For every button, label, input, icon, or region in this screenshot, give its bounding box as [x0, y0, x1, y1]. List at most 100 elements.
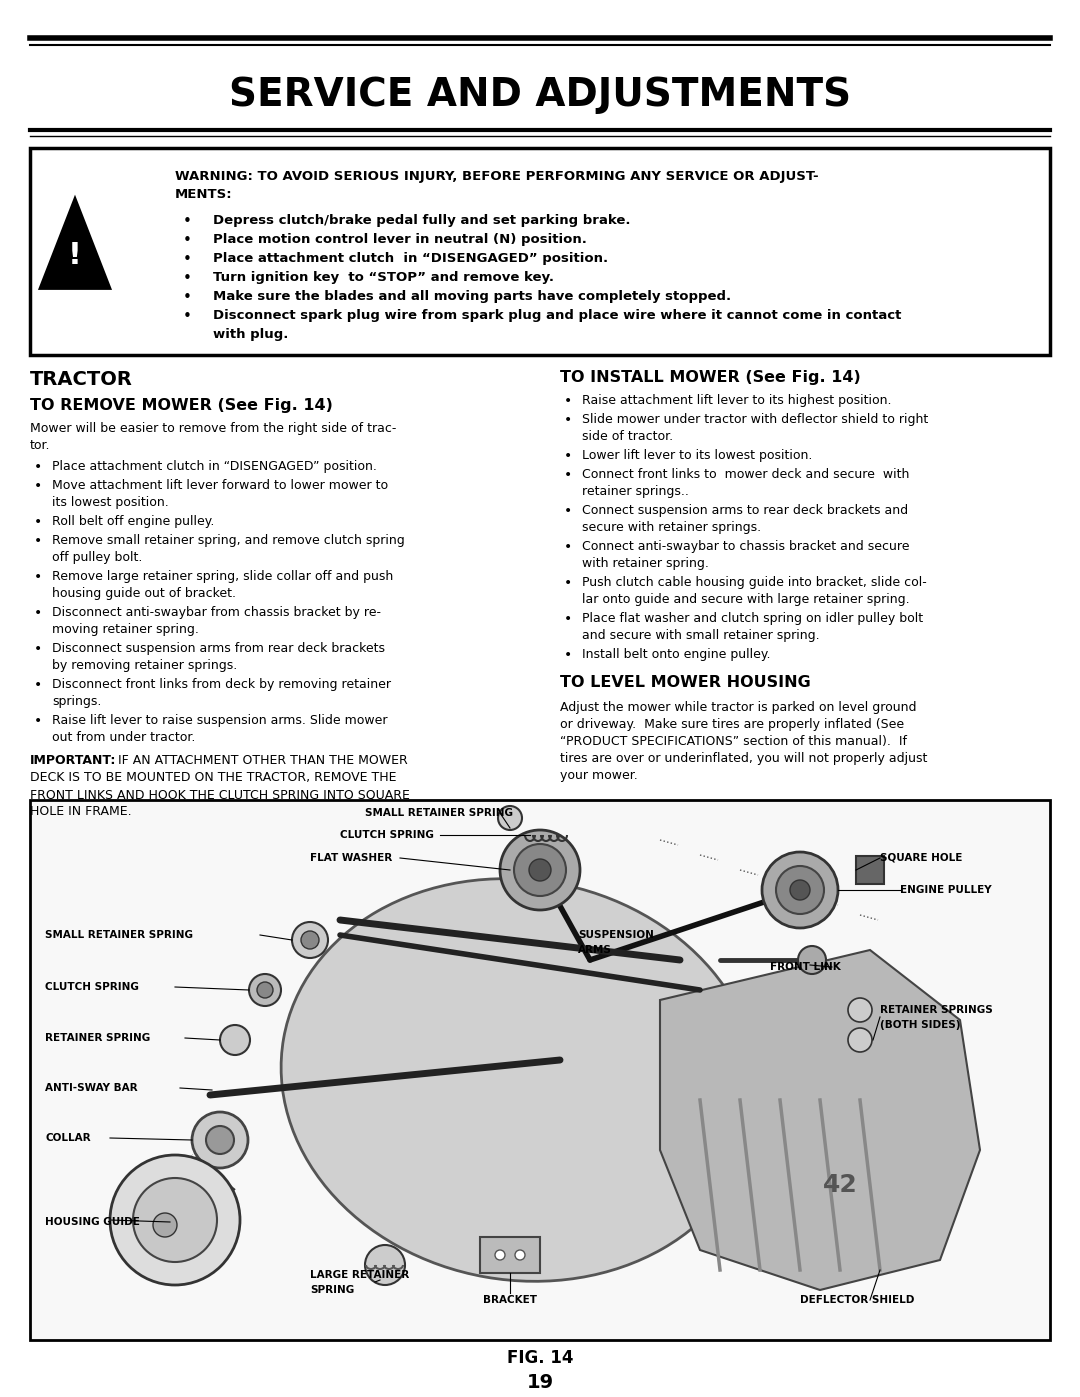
- FancyBboxPatch shape: [480, 1236, 540, 1273]
- Text: ARMS: ARMS: [578, 944, 612, 956]
- Circle shape: [529, 859, 551, 882]
- Text: springs.: springs.: [52, 694, 102, 708]
- Text: Mower will be easier to remove from the right side of trac-: Mower will be easier to remove from the …: [30, 422, 396, 434]
- Circle shape: [798, 946, 826, 974]
- Text: •: •: [183, 214, 192, 229]
- Text: HOUSING GUIDE: HOUSING GUIDE: [45, 1217, 140, 1227]
- Circle shape: [365, 1245, 405, 1285]
- Text: Connect anti-swaybar to chassis bracket and secure: Connect anti-swaybar to chassis bracket …: [582, 541, 909, 553]
- Circle shape: [220, 1025, 249, 1055]
- Text: Make sure the blades and all moving parts have completely stopped.: Make sure the blades and all moving part…: [213, 291, 731, 303]
- Text: •: •: [564, 448, 572, 462]
- Text: or driveway.  Make sure tires are properly inflated (See: or driveway. Make sure tires are properl…: [561, 718, 904, 731]
- Circle shape: [257, 982, 273, 997]
- Circle shape: [206, 1126, 234, 1154]
- Text: FRONT LINK: FRONT LINK: [770, 963, 840, 972]
- Text: •: •: [564, 414, 572, 427]
- Text: and secure with small retainer spring.: and secure with small retainer spring.: [582, 629, 820, 643]
- Circle shape: [848, 997, 872, 1023]
- Text: SQUARE HOLE: SQUARE HOLE: [880, 854, 962, 863]
- Text: •: •: [33, 643, 42, 657]
- Text: Raise attachment lift lever to its highest position.: Raise attachment lift lever to its highe…: [582, 394, 891, 407]
- Text: tires are over or underinflated, you will not properly adjust: tires are over or underinflated, you wil…: [561, 752, 928, 766]
- Text: •: •: [33, 460, 42, 474]
- Text: •: •: [183, 309, 192, 324]
- Text: out from under tractor.: out from under tractor.: [52, 731, 195, 745]
- Text: •: •: [33, 570, 42, 584]
- Text: Install belt onto engine pulley.: Install belt onto engine pulley.: [582, 648, 770, 661]
- Text: COLLAR: COLLAR: [45, 1133, 91, 1143]
- Text: Place motion control lever in neutral (N) position.: Place motion control lever in neutral (N…: [213, 233, 586, 246]
- Circle shape: [514, 844, 566, 895]
- Text: Remove large retainer spring, slide collar off and push: Remove large retainer spring, slide coll…: [52, 570, 393, 583]
- Text: FRONT LINKS AND HOOK THE CLUTCH SPRING INTO SQUARE: FRONT LINKS AND HOOK THE CLUTCH SPRING I…: [30, 788, 410, 800]
- Text: DECK IS TO BE MOUNTED ON THE TRACTOR, REMOVE THE: DECK IS TO BE MOUNTED ON THE TRACTOR, RE…: [30, 771, 396, 784]
- Text: •: •: [33, 534, 42, 548]
- Text: Remove small retainer spring, and remove clutch spring: Remove small retainer spring, and remove…: [52, 534, 405, 548]
- Polygon shape: [40, 198, 110, 289]
- Text: FIG. 14: FIG. 14: [507, 1350, 573, 1368]
- Text: RETAINER SPRING: RETAINER SPRING: [45, 1032, 150, 1044]
- Text: •: •: [183, 291, 192, 305]
- Text: SMALL RETAINER SPRING: SMALL RETAINER SPRING: [365, 807, 513, 819]
- Text: !: !: [68, 242, 82, 271]
- Text: •: •: [33, 678, 42, 692]
- Polygon shape: [660, 950, 980, 1289]
- Text: WARNING: TO AVOID SERIOUS INJURY, BEFORE PERFORMING ANY SERVICE OR ADJUST-: WARNING: TO AVOID SERIOUS INJURY, BEFORE…: [175, 170, 819, 183]
- Text: your mower.: your mower.: [561, 768, 638, 782]
- Text: its lowest position.: its lowest position.: [52, 496, 168, 509]
- Circle shape: [110, 1155, 240, 1285]
- FancyBboxPatch shape: [30, 148, 1050, 355]
- Text: Place attachment clutch  in “DISENGAGED” position.: Place attachment clutch in “DISENGAGED” …: [213, 251, 608, 265]
- Text: tor.: tor.: [30, 439, 51, 453]
- Text: •: •: [564, 504, 572, 518]
- Text: SMALL RETAINER SPRING: SMALL RETAINER SPRING: [45, 930, 193, 940]
- Text: TO INSTALL MOWER (See Fig. 14): TO INSTALL MOWER (See Fig. 14): [561, 370, 861, 386]
- Circle shape: [301, 930, 319, 949]
- Text: Roll belt off engine pulley.: Roll belt off engine pulley.: [52, 515, 214, 528]
- Text: SPRING: SPRING: [310, 1285, 354, 1295]
- Text: housing guide out of bracket.: housing guide out of bracket.: [52, 587, 237, 599]
- Text: with plug.: with plug.: [213, 328, 288, 341]
- Text: Place flat washer and clutch spring on idler pulley bolt: Place flat washer and clutch spring on i…: [582, 612, 923, 624]
- Text: •: •: [183, 233, 192, 249]
- Circle shape: [777, 866, 824, 914]
- Text: •: •: [33, 714, 42, 728]
- Text: •: •: [564, 394, 572, 408]
- Circle shape: [495, 1250, 505, 1260]
- FancyBboxPatch shape: [30, 800, 1050, 1340]
- Circle shape: [848, 1028, 872, 1052]
- Text: SERVICE AND ADJUSTMENTS: SERVICE AND ADJUSTMENTS: [229, 75, 851, 115]
- Text: Depress clutch/brake pedal fully and set parking brake.: Depress clutch/brake pedal fully and set…: [213, 214, 631, 226]
- Text: TRACTOR: TRACTOR: [30, 370, 133, 388]
- Text: Disconnect suspension arms from rear deck brackets: Disconnect suspension arms from rear dec…: [52, 643, 384, 655]
- Text: TO LEVEL MOWER HOUSING: TO LEVEL MOWER HOUSING: [561, 675, 811, 690]
- Text: •: •: [564, 541, 572, 555]
- Circle shape: [133, 1178, 217, 1261]
- Text: •: •: [564, 576, 572, 590]
- Text: •: •: [33, 515, 42, 529]
- Text: retainer springs..: retainer springs..: [582, 485, 689, 497]
- Text: Raise lift lever to raise suspension arms. Slide mower: Raise lift lever to raise suspension arm…: [52, 714, 388, 726]
- Text: •: •: [564, 648, 572, 662]
- Text: •: •: [33, 606, 42, 620]
- Text: lar onto guide and secure with large retainer spring.: lar onto guide and secure with large ret…: [582, 592, 909, 606]
- Text: •: •: [183, 271, 192, 286]
- Text: RETAINER SPRINGS: RETAINER SPRINGS: [880, 1004, 993, 1016]
- Text: Disconnect anti-swaybar from chassis bracket by re-: Disconnect anti-swaybar from chassis bra…: [52, 606, 381, 619]
- Text: Move attachment lift lever forward to lower mower to: Move attachment lift lever forward to lo…: [52, 479, 388, 492]
- Circle shape: [498, 806, 522, 830]
- Circle shape: [762, 852, 838, 928]
- Text: “PRODUCT SPECIFICATIONS” section of this manual).  If: “PRODUCT SPECIFICATIONS” section of this…: [561, 735, 907, 747]
- Text: Push clutch cable housing guide into bracket, slide col-: Push clutch cable housing guide into bra…: [582, 576, 927, 590]
- Text: Slide mower under tractor with deflector shield to right: Slide mower under tractor with deflector…: [582, 414, 928, 426]
- Text: ANTI-SWAY BAR: ANTI-SWAY BAR: [45, 1083, 137, 1092]
- Text: FLAT WASHER: FLAT WASHER: [310, 854, 392, 863]
- Text: Lower lift lever to its lowest position.: Lower lift lever to its lowest position.: [582, 448, 812, 462]
- Text: Disconnect spark plug wire from spark plug and place wire where it cannot come i: Disconnect spark plug wire from spark pl…: [213, 309, 902, 321]
- Text: with retainer spring.: with retainer spring.: [582, 557, 708, 570]
- Text: TO REMOVE MOWER (See Fig. 14): TO REMOVE MOWER (See Fig. 14): [30, 398, 333, 414]
- Text: by removing retainer springs.: by removing retainer springs.: [52, 659, 238, 672]
- Text: SUSPENSION: SUSPENSION: [578, 930, 653, 940]
- Text: Turn ignition key  to “STOP” and remove key.: Turn ignition key to “STOP” and remove k…: [213, 271, 554, 284]
